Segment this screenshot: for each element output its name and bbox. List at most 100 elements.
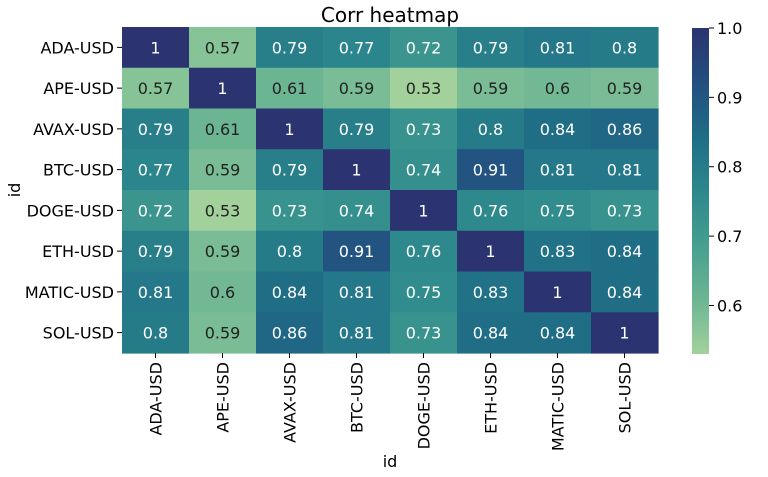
y-tick-label: ADA-USD <box>40 38 114 57</box>
heatmap-cell <box>390 312 458 354</box>
cell-value-label: 0.6 <box>210 283 235 302</box>
heatmap-cell <box>524 108 592 150</box>
colorbar-tick-label: 0.6 <box>717 296 742 315</box>
heatmap-cell <box>323 27 391 69</box>
colorbar-tick-label: 0.8 <box>717 158 742 177</box>
heatmap-cells <box>122 27 659 354</box>
cell-value-label: 0.86 <box>607 120 643 139</box>
x-tick-label: MATIC-USD <box>549 362 568 451</box>
heatmap-cell <box>591 67 659 110</box>
cell-value-label: 0.91 <box>339 242 375 261</box>
heatmap-cell <box>323 190 391 232</box>
y-axis-ticks: ADA-USD APE-USD AVAX-USD BTC-USD DOGE-USD ETH… <box>25 38 122 343</box>
cell-value-label: 0.59 <box>205 161 241 180</box>
heatmap-cell <box>189 230 257 273</box>
heatmap-cell <box>189 312 257 354</box>
cell-value-label: 0.8 <box>143 324 168 343</box>
cell-value-label: 0.8 <box>612 38 637 57</box>
heatmap-cell <box>524 149 592 191</box>
heatmap-cell <box>457 27 525 69</box>
heatmap-cell <box>591 230 659 273</box>
cell-annotations: 1 0.57 0.79 0.77 0.72 0.79 0.81 0.80.57 1 0.61 0.5… <box>138 38 643 342</box>
cell-value-label: 0.79 <box>272 38 308 57</box>
y-tick-label: BTC-USD <box>43 161 114 180</box>
heatmap-cell <box>457 190 525 232</box>
cell-value-label: 0.84 <box>272 283 308 302</box>
cell-value-label: 1 <box>619 324 629 343</box>
heatmap-cell <box>189 190 257 232</box>
heatmap-cell <box>323 67 391 110</box>
heatmap-cell <box>189 149 257 191</box>
cell-value-label: 0.81 <box>607 161 643 180</box>
heatmap-cell <box>256 312 324 354</box>
cell-value-label: 0.8 <box>277 242 302 261</box>
x-tick-label: ETH-USD <box>482 362 501 434</box>
heatmap-cell <box>390 108 458 150</box>
cell-value-label: 0.75 <box>540 201 576 220</box>
heatmap-cell <box>591 190 659 232</box>
heatmap-cell <box>122 67 190 110</box>
cell-value-label: 0.83 <box>540 242 576 261</box>
cell-value-label: 0.79 <box>272 161 308 180</box>
heatmap-cell <box>189 67 257 110</box>
heatmap-cell <box>390 149 458 191</box>
heatmap-cell <box>256 190 324 232</box>
cell-value-label: 0.83 <box>473 283 509 302</box>
heatmap-cell <box>323 108 391 150</box>
x-tick-label: DOGE-USD <box>415 362 434 449</box>
heatmap-cell <box>323 271 391 313</box>
y-tick-label: SOL-USD <box>43 324 114 343</box>
y-tick-label: MATIC-USD <box>25 283 114 302</box>
heatmap-cell <box>256 27 324 69</box>
heatmap-cell <box>189 27 257 69</box>
chart-title: Corr heatmap <box>321 3 459 27</box>
heatmap-cell <box>256 271 324 313</box>
heatmap-cell <box>524 27 592 69</box>
heatmap-cell <box>390 271 458 313</box>
cell-value-label: 0.61 <box>272 79 308 98</box>
colorbar-tick-label: 0.9 <box>717 88 742 107</box>
cell-value-label: 0.59 <box>339 79 375 98</box>
cell-value-label: 0.77 <box>138 161 174 180</box>
heatmap-cell <box>524 190 592 232</box>
heatmap-cell <box>524 312 592 354</box>
cell-value-label: 0.74 <box>406 161 442 180</box>
heatmap-cell <box>591 149 659 191</box>
cell-value-label: 0.61 <box>205 120 241 139</box>
x-tick-label: SOL-USD <box>616 362 635 433</box>
heatmap-cell <box>323 149 391 191</box>
y-tick-label: AVAX-USD <box>33 120 114 139</box>
heatmap-cell <box>122 108 190 150</box>
cell-value-label: 0.73 <box>272 201 308 220</box>
cell-value-label: 0.81 <box>339 324 375 343</box>
cell-value-label: 0.84 <box>540 324 576 343</box>
cell-value-label: 0.81 <box>540 38 576 57</box>
cell-value-label: 1 <box>284 120 294 139</box>
heatmap-cell <box>256 67 324 110</box>
cell-value-label: 0.84 <box>473 324 509 343</box>
heatmap-cell <box>591 271 659 313</box>
colorbar-tick-label: 1.0 <box>717 19 742 38</box>
heatmap-cell <box>457 271 525 313</box>
cell-value-label: 1 <box>485 242 495 261</box>
heatmap-cell <box>256 230 324 273</box>
cell-value-label: 0.81 <box>339 283 375 302</box>
heatmap-cell <box>390 230 458 273</box>
heatmap-cell <box>591 108 659 150</box>
heatmap-cell <box>189 271 257 313</box>
x-tick-label: BTC-USD <box>348 362 367 433</box>
heatmap-cell <box>256 149 324 191</box>
cell-value-label: 0.84 <box>607 242 643 261</box>
cell-value-label: 0.91 <box>473 161 509 180</box>
heatmap-cell <box>457 149 525 191</box>
heatmap-cell <box>256 108 324 150</box>
heatmap-cell <box>122 149 190 191</box>
heatmap-cell <box>524 271 592 313</box>
heatmap-cell <box>524 230 592 273</box>
cell-value-label: 0.84 <box>540 120 576 139</box>
colorbar-gradient <box>692 28 709 354</box>
cell-value-label: 0.57 <box>205 38 241 57</box>
cell-value-label: 1 <box>217 79 227 98</box>
x-axis-label: id <box>383 452 398 471</box>
